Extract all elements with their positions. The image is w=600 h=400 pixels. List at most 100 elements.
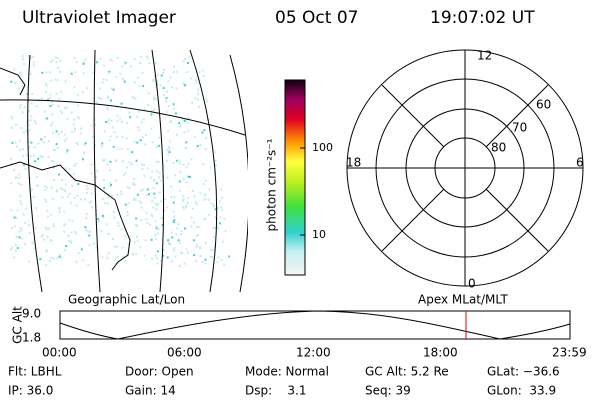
altitude-curve <box>59 310 571 340</box>
speckle <box>14 244 17 247</box>
speckle <box>13 68 16 71</box>
speckle <box>176 227 179 230</box>
speckle <box>182 60 185 63</box>
speckle <box>133 140 136 143</box>
speckle <box>178 189 181 192</box>
speckle <box>82 62 85 65</box>
speckle <box>214 151 217 154</box>
speckle <box>185 248 188 251</box>
speckle <box>49 238 52 241</box>
speckle <box>20 74 23 77</box>
speckle <box>67 234 70 237</box>
speckle <box>116 115 119 118</box>
speckle <box>165 206 168 209</box>
speckle <box>147 92 150 95</box>
speckle <box>49 61 52 64</box>
speckle <box>85 212 88 215</box>
speckle <box>35 105 38 108</box>
speckle <box>62 188 65 191</box>
speckle <box>196 145 199 148</box>
speckle <box>218 222 221 225</box>
speckle <box>109 99 112 102</box>
speckle <box>73 164 76 167</box>
speckle <box>153 196 156 199</box>
speckle <box>165 159 168 162</box>
speckle <box>37 157 40 160</box>
speckle <box>146 167 149 170</box>
speckle <box>199 192 202 195</box>
speckle <box>68 167 71 170</box>
speckle <box>99 87 102 90</box>
colorbar-tick-label: 100 <box>312 141 333 154</box>
speckle <box>131 151 134 154</box>
speckle <box>189 77 192 80</box>
speckle <box>32 196 35 199</box>
speckle <box>86 188 89 191</box>
speckle <box>27 55 30 58</box>
speckle <box>47 227 50 230</box>
speckle <box>50 79 53 82</box>
speckle <box>186 62 189 65</box>
speckle <box>120 228 123 231</box>
speckle <box>75 261 78 264</box>
speckle <box>179 124 182 127</box>
speckle <box>65 150 68 153</box>
speckle <box>63 140 66 143</box>
speckle <box>101 142 104 145</box>
speckle <box>116 120 119 123</box>
speckle <box>23 106 26 109</box>
speckle <box>91 206 94 209</box>
panel-title: Geographic Lat/Lon <box>68 293 185 307</box>
speckle <box>217 256 220 259</box>
speckle <box>85 228 88 231</box>
speckle <box>167 80 170 83</box>
speckle <box>208 213 211 216</box>
speckle <box>154 62 157 65</box>
speckle <box>50 124 53 127</box>
speckle <box>44 91 47 94</box>
speckle <box>57 66 60 69</box>
speckle <box>40 138 43 141</box>
speckle <box>92 71 95 74</box>
speckle <box>201 131 204 134</box>
speckle <box>102 64 105 67</box>
speckle <box>134 97 137 100</box>
speckle <box>152 78 155 81</box>
speckle <box>133 198 136 201</box>
speckle <box>99 57 102 60</box>
speckle <box>108 72 111 75</box>
speckle <box>169 243 172 246</box>
speckle <box>154 220 157 223</box>
speckle <box>10 182 13 185</box>
speckle <box>108 139 111 142</box>
speckle <box>114 159 117 162</box>
speckle <box>51 197 54 200</box>
speckle <box>163 198 166 201</box>
speckle <box>55 190 58 193</box>
speckle <box>148 193 151 196</box>
speckle <box>134 224 137 227</box>
speckle <box>11 227 14 230</box>
speckle <box>94 123 97 126</box>
speckle <box>182 81 185 84</box>
speckle <box>19 200 22 203</box>
speckle <box>157 202 160 205</box>
speckle <box>135 253 138 256</box>
speckle <box>50 186 53 189</box>
speckle <box>192 239 195 242</box>
speckle <box>59 59 62 62</box>
speckle <box>172 103 175 106</box>
speckle <box>32 154 35 157</box>
speckle <box>49 105 52 108</box>
speckle <box>64 183 67 186</box>
speckle <box>165 90 168 93</box>
speckle <box>52 225 55 228</box>
speckle <box>123 174 126 177</box>
speckle <box>124 260 127 263</box>
speckle <box>216 226 219 229</box>
speckle <box>30 72 33 75</box>
coastline <box>0 161 131 271</box>
speckle <box>118 117 121 120</box>
speckle <box>223 263 226 266</box>
speckle <box>51 100 54 103</box>
